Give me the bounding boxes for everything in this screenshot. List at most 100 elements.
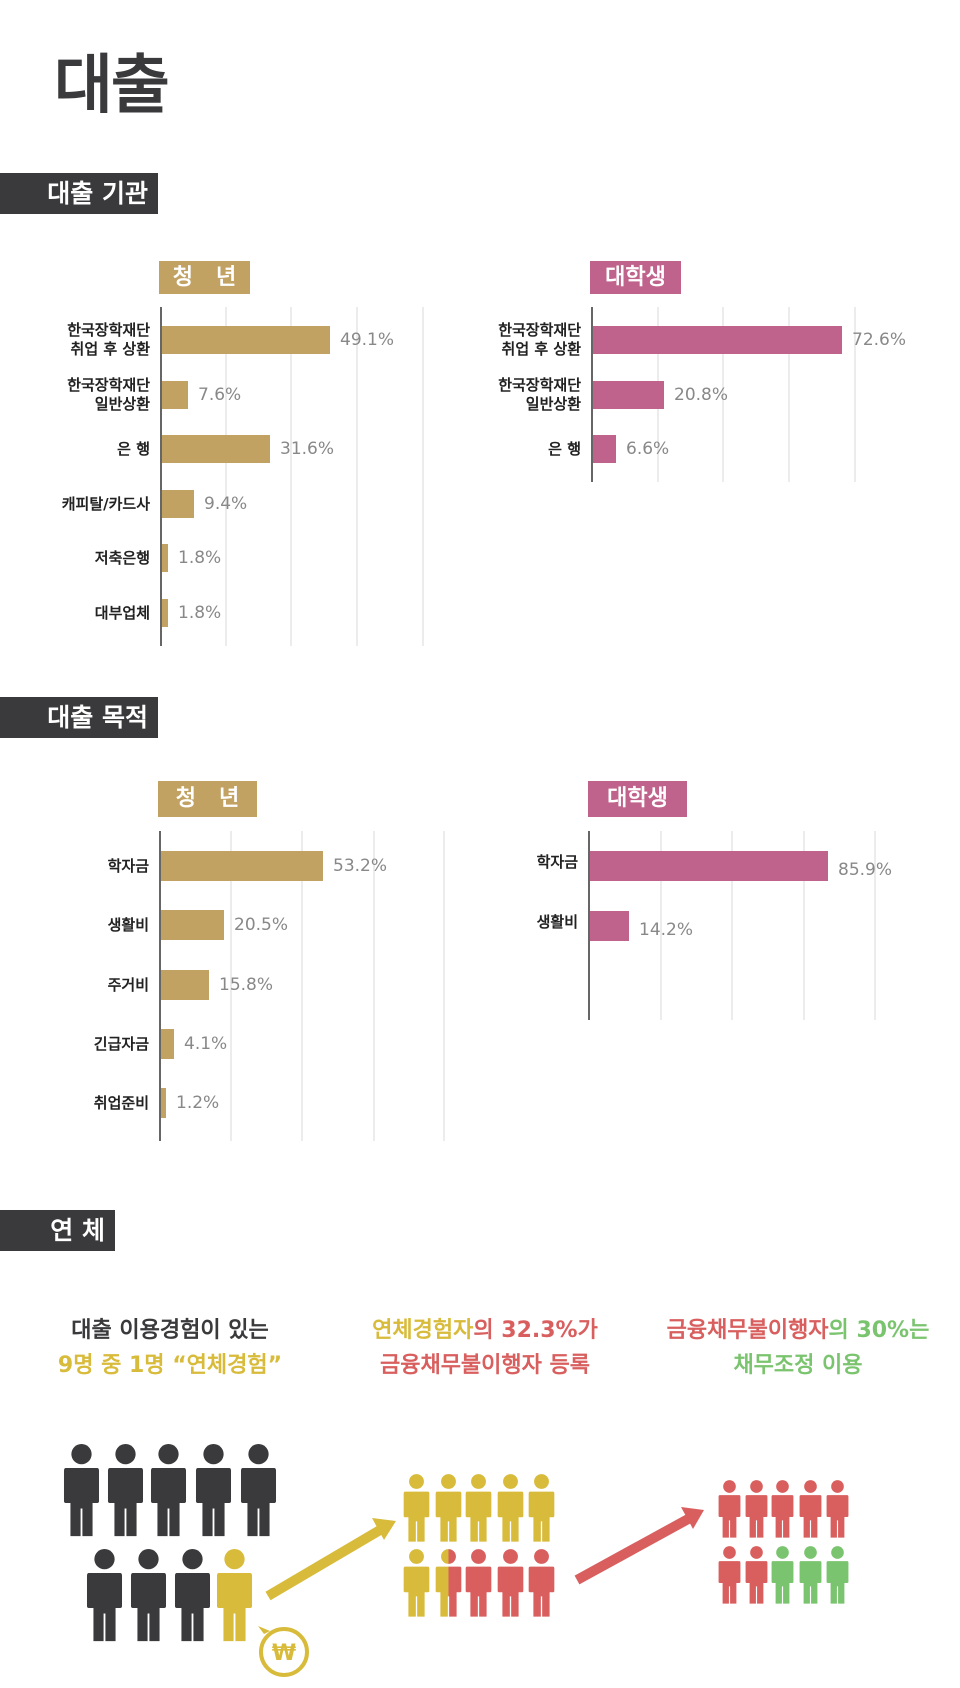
- category-label: 은 행: [548, 439, 581, 458]
- section-header-institution: 대출 기관: [0, 173, 158, 214]
- value-label: 1.8%: [178, 548, 222, 568]
- gridline: [788, 307, 790, 482]
- person-icon: [745, 1480, 768, 1543]
- person-icon: [240, 1444, 277, 1542]
- person-icon: [150, 1444, 187, 1542]
- caption-text: 의 30%는: [828, 1318, 930, 1343]
- person-icon: [465, 1549, 492, 1622]
- gridline: [356, 307, 358, 646]
- gridline: [290, 307, 292, 646]
- category-label: 학자금: [107, 856, 149, 875]
- person-icon: [826, 1480, 849, 1543]
- caption-text: 채무조정 이용: [733, 1353, 863, 1378]
- person-icon: [528, 1549, 555, 1622]
- caption: 금융채무불이행자의 30%는 채무조정 이용: [628, 1313, 960, 1383]
- person-icon: [497, 1549, 524, 1622]
- value-label: 14.2%: [639, 920, 694, 940]
- person-icon: [497, 1474, 524, 1547]
- value-label: 20.5%: [234, 915, 289, 935]
- bar: [161, 910, 224, 940]
- bar: [593, 326, 842, 354]
- bar: [161, 851, 323, 881]
- person-icon: [403, 1474, 430, 1547]
- section-header-delinquency: 연 체: [0, 1210, 115, 1251]
- y-axis: [159, 831, 161, 1141]
- value-label: 7.6%: [198, 385, 242, 405]
- y-axis: [591, 307, 593, 482]
- caption-text: 9명 중 1명 “연체경험”: [57, 1353, 283, 1378]
- person-icon: [771, 1480, 794, 1543]
- caption-text: 연체경험자: [372, 1318, 474, 1343]
- person-icon: [403, 1549, 430, 1622]
- category-label: 캐피탈/카드사: [61, 494, 150, 513]
- category-label: 취업준비: [93, 1093, 149, 1112]
- category-label: 한국장학재단 취업 후 상환: [498, 321, 581, 358]
- group-label-student: 대학생: [588, 781, 687, 817]
- gridline: [874, 831, 876, 1020]
- caption-text: 대출 이용경험이 있는: [71, 1318, 269, 1343]
- value-label: 15.8%: [219, 975, 274, 995]
- person-icon: [528, 1474, 555, 1547]
- category-label: 주거비: [107, 975, 149, 994]
- person-icon: [826, 1546, 849, 1609]
- svg-text:₩: ₩: [272, 1641, 296, 1666]
- section-header-purpose: 대출 목적: [0, 697, 158, 738]
- caption-text: 금융채무불이행자 등록: [379, 1353, 591, 1378]
- category-label: 한국장학재단 일반상환: [498, 376, 581, 413]
- bar: [161, 1088, 166, 1118]
- person-icon: [465, 1474, 492, 1547]
- value-label: 9.4%: [204, 494, 248, 514]
- page-title: 대출: [54, 49, 170, 123]
- category-label: 한국장학재단 취업 후 상환: [67, 321, 150, 358]
- person-icon: [107, 1444, 144, 1542]
- bar: [162, 381, 188, 409]
- person-icon: [130, 1549, 167, 1647]
- y-axis: [588, 831, 590, 1020]
- value-label: 53.2%: [333, 856, 388, 876]
- category-label: 한국장학재단 일반상환: [67, 376, 150, 413]
- value-label: 6.6%: [626, 439, 670, 459]
- bar: [590, 911, 629, 941]
- person-icon: [718, 1546, 741, 1609]
- person-icon: [216, 1549, 253, 1647]
- person-icon: [799, 1480, 822, 1543]
- gridline: [373, 831, 375, 1141]
- person-icon: [745, 1546, 768, 1609]
- gridline: [731, 831, 733, 1020]
- person-icon: [771, 1546, 794, 1609]
- y-axis: [160, 307, 162, 646]
- group-label-youth: 청 년: [159, 261, 250, 294]
- gridline: [422, 307, 424, 646]
- category-label: 생활비: [536, 913, 578, 931]
- category-label: 은 행: [117, 439, 150, 458]
- category-label: 저축은행: [94, 548, 150, 567]
- category-label: 학자금: [536, 853, 578, 871]
- category-label: 대부업체: [94, 603, 150, 622]
- gridline: [225, 307, 227, 646]
- gridline: [803, 831, 805, 1020]
- caption: 대출 이용경험이 있는 9명 중 1명 “연체경험”: [0, 1313, 340, 1383]
- bar: [161, 1029, 174, 1059]
- gridline: [722, 307, 724, 482]
- gridline: [230, 831, 232, 1141]
- gridline: [443, 831, 445, 1141]
- value-label: 72.6%: [852, 330, 907, 350]
- bar: [593, 381, 664, 409]
- category-label: 긴급자금: [93, 1034, 149, 1053]
- person-icon: [435, 1474, 462, 1547]
- bar: [162, 544, 168, 572]
- category-label: 생활비: [107, 915, 149, 934]
- gridline: [301, 831, 303, 1141]
- group-label-youth: 청 년: [158, 781, 257, 817]
- value-label: 85.9%: [838, 860, 893, 880]
- value-label: 49.1%: [340, 330, 395, 350]
- bar: [162, 490, 194, 518]
- person-icon: [195, 1444, 232, 1542]
- bar: [161, 970, 209, 1000]
- group-label-student: 대학생: [590, 261, 681, 294]
- caption-text: 의 32.3%가: [473, 1318, 598, 1343]
- bar: [162, 435, 270, 463]
- bar: [593, 435, 616, 463]
- value-label: 31.6%: [280, 439, 335, 459]
